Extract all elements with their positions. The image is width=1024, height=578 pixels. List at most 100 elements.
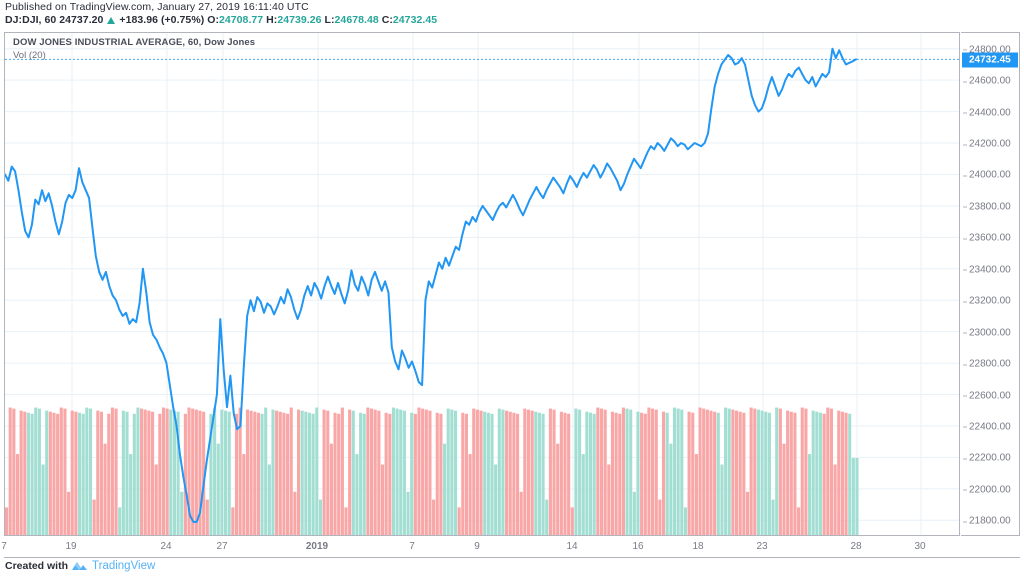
volume-bar xyxy=(640,412,644,535)
volume-bar xyxy=(410,412,414,535)
chart-plot-area[interactable]: DOW JONES INDUSTRIAL AVERAGE, 60, Dow Jo… xyxy=(4,32,960,536)
volume-bar xyxy=(344,507,348,535)
volume-bar xyxy=(782,443,786,535)
volume-bar xyxy=(23,411,27,535)
volume-bar xyxy=(92,499,96,535)
price-axis-tick: 22000.00 xyxy=(963,484,1011,495)
symbol-label[interactable]: DJ:DJI, 60 xyxy=(5,14,57,26)
volume-bar xyxy=(45,410,49,535)
volume-bar xyxy=(56,413,60,535)
volume-bar xyxy=(191,408,195,535)
volume-bar xyxy=(121,410,125,535)
price-axis-tick: 24000.00 xyxy=(963,170,1011,181)
volume-bar xyxy=(256,412,260,535)
time-axis-tick: 9 xyxy=(474,541,480,552)
volume-bar xyxy=(96,410,100,535)
volume-bar xyxy=(421,408,425,535)
volume-bar xyxy=(486,412,490,535)
volume-bar xyxy=(643,413,647,535)
time-axis-tick: 24 xyxy=(160,541,172,552)
tradingview-brand-label[interactable]: TradingView xyxy=(92,560,156,572)
volume-bar xyxy=(118,507,122,535)
time-axis[interactable]: 7 19 24 27 2019 7 9 14 16 18 23 28 30 xyxy=(1,536,1020,558)
volume-bar xyxy=(829,408,833,535)
volume-bar xyxy=(483,411,487,535)
volume-bar xyxy=(457,507,461,535)
volume-bar xyxy=(209,413,213,535)
volume-bar xyxy=(691,412,695,535)
volume-bar xyxy=(377,410,381,535)
volume-bar xyxy=(278,411,282,535)
volume-bar xyxy=(5,507,9,535)
volume-bar xyxy=(275,410,279,535)
volume-bar xyxy=(818,412,823,535)
price-axis-tick: 22200.00 xyxy=(963,453,1011,464)
volume-bar xyxy=(326,410,330,535)
published-timestamp: Published on TradingView.com, January 27… xyxy=(5,1,309,13)
volume-bar xyxy=(683,507,687,535)
low-value: 24678.48 xyxy=(334,14,379,26)
volume-bar xyxy=(70,410,74,535)
volume-bar xyxy=(603,409,607,535)
volume-bar xyxy=(34,407,38,535)
time-axis-tick: 2019 xyxy=(305,541,329,552)
time-axis-tick: 19 xyxy=(65,541,77,552)
volume-bar xyxy=(578,409,582,535)
volume-bar xyxy=(19,410,23,535)
volume-bar xyxy=(497,408,501,535)
volume-bar xyxy=(129,454,133,535)
volume-bar xyxy=(687,411,691,535)
volume-bar xyxy=(505,410,509,535)
time-axis-tick: 30 xyxy=(914,541,926,552)
volume-bar xyxy=(282,412,286,535)
volume-bar xyxy=(74,411,78,535)
volume-bar xyxy=(311,413,315,535)
volume-bar xyxy=(680,409,684,535)
volume-bars xyxy=(5,407,859,535)
last-price-label: 24737.20 xyxy=(59,14,104,26)
volume-bar xyxy=(753,408,757,535)
volume-bar xyxy=(599,408,604,535)
time-axis-tick: 16 xyxy=(632,541,644,552)
volume-bar xyxy=(786,410,790,535)
volume-bar xyxy=(702,408,706,535)
volume-bar xyxy=(742,412,746,535)
chart-svg xyxy=(5,33,959,535)
volume-bar xyxy=(140,408,144,535)
volume-bar xyxy=(264,407,268,535)
volume-bar xyxy=(143,409,147,535)
time-axis-tick: 28 xyxy=(850,541,862,552)
volume-bar xyxy=(227,411,231,535)
volume-bar xyxy=(424,409,428,535)
volume-bar xyxy=(756,409,760,535)
volume-bar xyxy=(658,499,662,535)
volume-bar xyxy=(519,491,523,535)
volume-bar xyxy=(151,411,155,535)
volume-bar xyxy=(63,408,67,535)
volume-bar xyxy=(59,407,63,535)
volume-bar xyxy=(552,409,556,535)
volume-bar xyxy=(169,409,173,535)
volume-bar xyxy=(767,412,771,535)
volume-bar xyxy=(596,407,600,535)
volume-bar xyxy=(161,407,166,535)
volume-bar xyxy=(165,408,169,535)
volume-bar xyxy=(724,407,728,535)
volume-bar xyxy=(78,412,82,535)
footer-branding: Created with TradingView xyxy=(5,560,155,572)
volume-bar xyxy=(694,454,698,535)
time-axis-tick: 27 xyxy=(216,541,228,552)
volume-bar xyxy=(413,413,417,535)
volume-bar xyxy=(833,464,837,535)
volume-bar xyxy=(822,413,826,535)
volume-bar xyxy=(351,410,355,535)
volume-bar xyxy=(537,412,541,535)
volume-bar xyxy=(840,411,844,535)
volume-bar xyxy=(654,409,658,535)
volume-bar xyxy=(231,507,235,535)
volume-bar xyxy=(318,499,322,535)
volume-bar xyxy=(800,407,804,535)
change-label: +183.96 (+0.75%) xyxy=(119,14,205,26)
volume-bar xyxy=(388,413,392,535)
price-axis[interactable]: 24800.00 24600.00 24400.00 24200.00 24000.00… xyxy=(961,32,1020,536)
